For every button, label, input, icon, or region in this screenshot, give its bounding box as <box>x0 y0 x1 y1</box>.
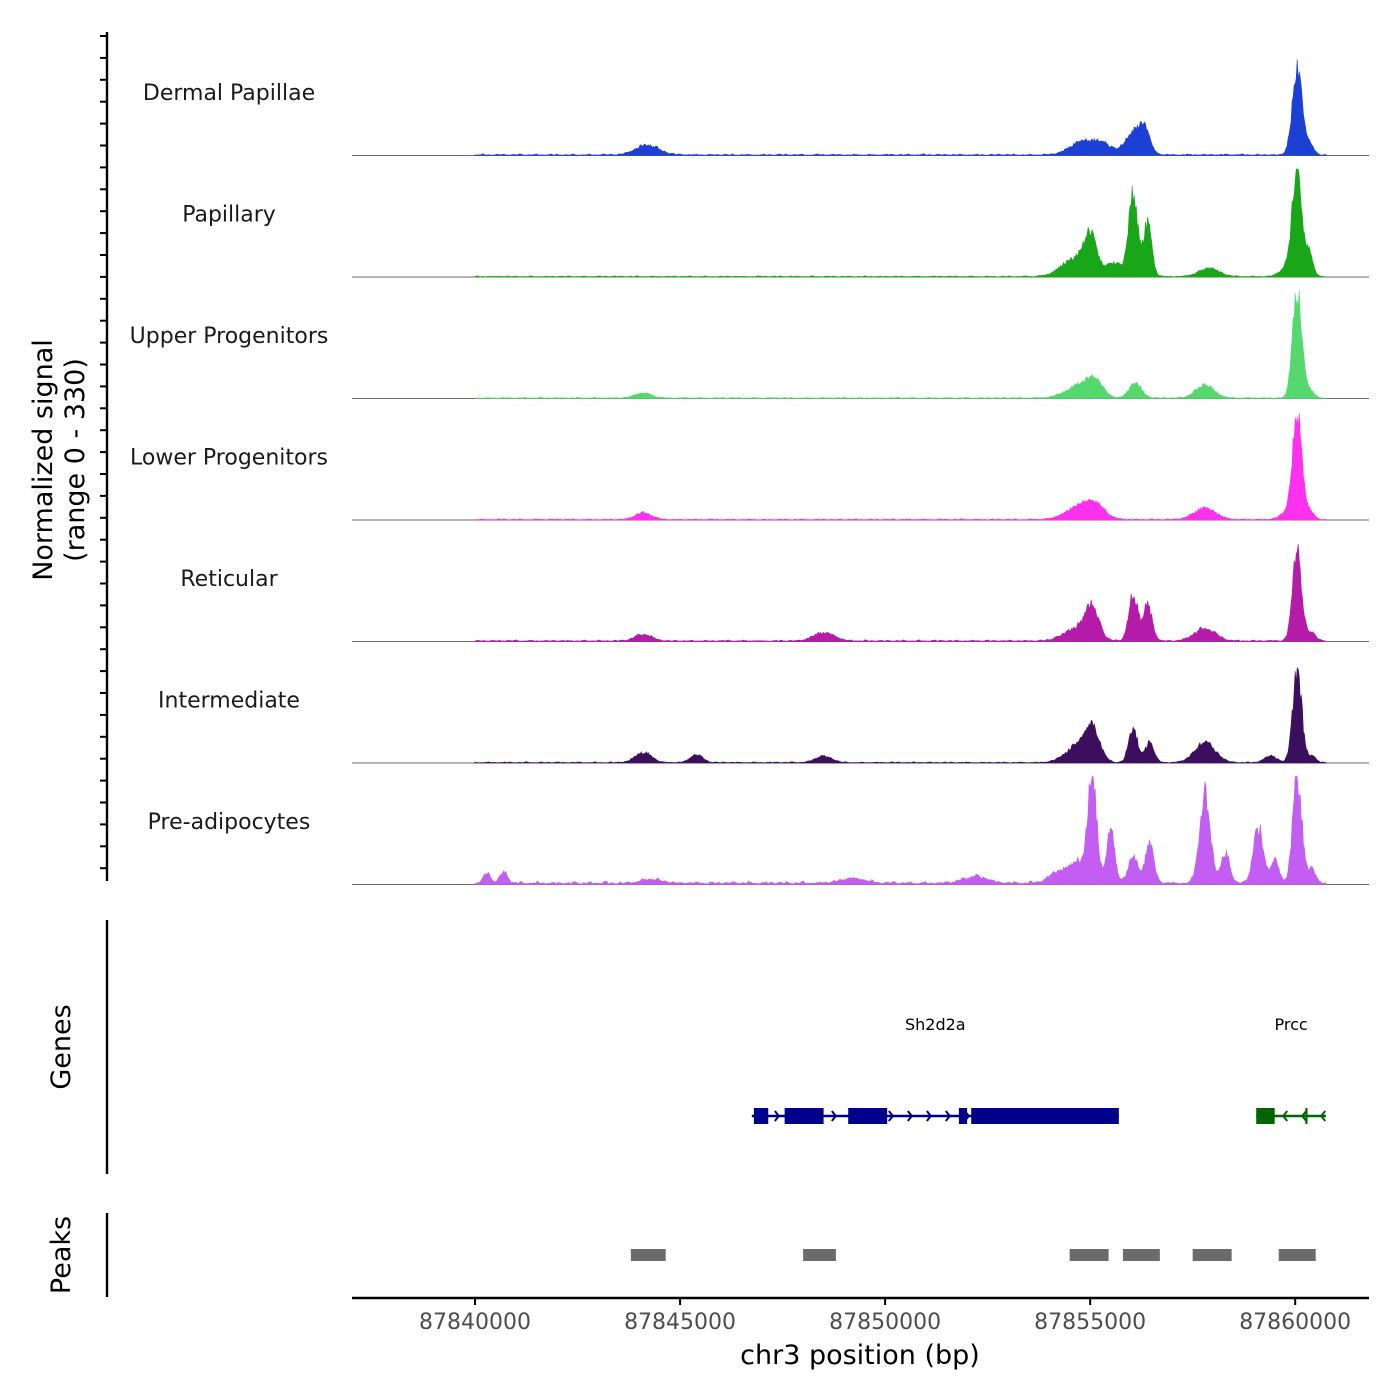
exon <box>784 1108 824 1124</box>
peak-interval <box>1122 1249 1160 1261</box>
signal-area-dermal-papillae <box>474 59 1327 156</box>
exon <box>971 1108 1119 1124</box>
x-tick-label: 87845000 <box>624 1310 736 1335</box>
signal-area-papillary <box>474 168 1327 278</box>
x-tick-label: 87860000 <box>1239 1310 1351 1335</box>
x-tick-label: 87840000 <box>419 1310 531 1335</box>
gene-sh2d2a: Sh2d2a <box>751 1015 1119 1124</box>
track-dermal-papillae: Dermal Papillae <box>143 59 1369 156</box>
strand-arrow <box>945 1110 952 1122</box>
exon <box>753 1108 769 1124</box>
peak-interval <box>803 1249 836 1261</box>
y-axis-title: Normalized signal <box>28 339 59 581</box>
strand-arrow <box>926 1110 933 1122</box>
x-axis-title: chr3 position (bp) <box>740 1340 980 1371</box>
strand-arrow <box>1319 1110 1327 1122</box>
track-upper-progenitors: Upper Progenitors <box>130 290 1369 399</box>
exon <box>1305 1108 1308 1124</box>
track-papillary: Papillary <box>182 168 1369 278</box>
strand-arrow <box>888 1110 895 1122</box>
strand-arrow <box>831 1110 838 1122</box>
track-label-lower-progenitors: Lower Progenitors <box>130 446 328 471</box>
signal-area-pre-adipocytes <box>474 776 1327 885</box>
signal-area-upper-progenitors <box>474 290 1327 399</box>
exon <box>958 1108 968 1124</box>
signal-area-intermediate <box>474 666 1327 764</box>
peak-interval <box>630 1249 666 1261</box>
strand-arrow <box>907 1110 914 1122</box>
genes-panel-title: Genes <box>46 1004 77 1089</box>
peak-interval <box>1069 1249 1109 1261</box>
x-tick-label: 87850000 <box>829 1310 941 1335</box>
strand-arrow <box>774 1110 781 1122</box>
x-axis: 87840000 87845000 87850000 87855000 87860000 <box>419 1298 1351 1335</box>
gene-label-prcc: Prcc <box>1275 1015 1308 1034</box>
track-pre-adipocytes: Pre-adipocytes <box>148 776 1369 885</box>
gene-prcc: Prcc <box>1256 1015 1327 1124</box>
track-label-reticular: Reticular <box>180 567 278 592</box>
signal-area-lower-progenitors <box>474 413 1327 521</box>
x-tick-label: 87855000 <box>1034 1310 1146 1335</box>
coverage-y-ticks <box>100 35 107 870</box>
peaks-panel-title: Peaks <box>46 1216 77 1294</box>
track-label-papillary: Papillary <box>182 203 276 228</box>
exon <box>1256 1108 1275 1124</box>
track-lower-progenitors: Lower Progenitors <box>130 413 1369 521</box>
track-intermediate: Intermediate <box>158 666 1369 764</box>
peak-interval <box>1278 1249 1316 1261</box>
track-label-upper-progenitors: Upper Progenitors <box>130 324 329 349</box>
track-label-intermediate: Intermediate <box>158 689 300 714</box>
track-label-dermal-papillae: Dermal Papillae <box>143 81 315 106</box>
coverage-panel: Dermal Papillae Papillary Upper Progenitor… <box>130 59 1369 885</box>
strand-arrow <box>1281 1110 1289 1122</box>
track-reticular: Reticular <box>180 544 1369 642</box>
exon <box>848 1108 888 1124</box>
peak-interval <box>1192 1249 1232 1261</box>
genes-panel: Sh2d2a Prcc <box>751 1015 1327 1124</box>
strand-arrow <box>1300 1110 1308 1122</box>
signal-area-reticular <box>474 544 1327 642</box>
track-label-pre-adipocytes: Pre-adipocytes <box>148 810 311 835</box>
gene-label-sh2d2a: Sh2d2a <box>905 1015 966 1034</box>
y-axis-subtitle: (range 0 - 330) <box>60 358 91 562</box>
peaks-panel <box>630 1249 1316 1261</box>
